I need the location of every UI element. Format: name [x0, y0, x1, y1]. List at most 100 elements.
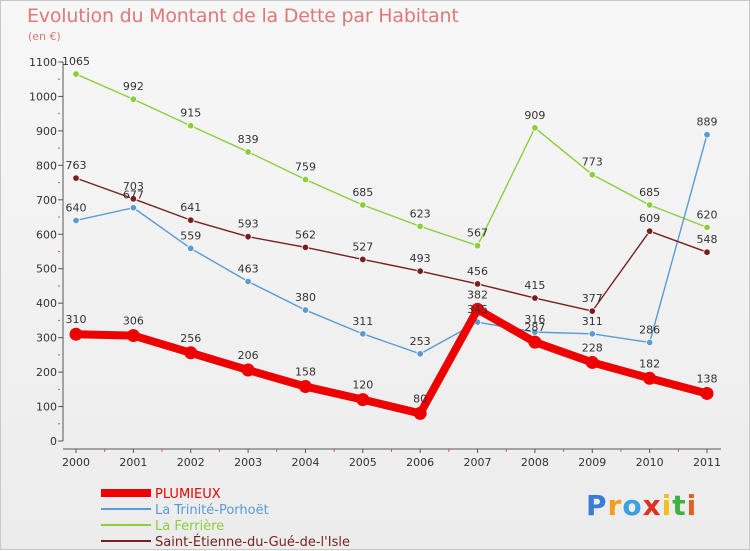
x-tick-label: 2007: [464, 456, 492, 469]
data-label: 463: [238, 262, 259, 275]
data-point: [301, 306, 310, 314]
data-label: 992: [123, 80, 144, 93]
data-label: 377: [582, 292, 603, 305]
y-tick-label: 100: [36, 401, 57, 414]
data-label: 228: [582, 341, 603, 354]
data-label: 253: [410, 335, 431, 348]
legend-label: La Trinité-Porhoët: [155, 503, 269, 518]
data-point: [413, 406, 427, 420]
x-tick-label: 2004: [291, 456, 319, 469]
data-point: [416, 267, 424, 275]
data-label: 286: [639, 323, 660, 336]
data-point: [588, 307, 596, 315]
data-label: 415: [524, 279, 545, 292]
data-point: [703, 223, 711, 232]
series-line: [75, 133, 708, 355]
data-point: [298, 380, 312, 394]
y-tick-label: 600: [36, 228, 57, 241]
data-point: [645, 338, 654, 347]
data-point: [359, 201, 367, 209]
data-point: [528, 335, 542, 349]
data-label: 641: [180, 201, 201, 214]
series-line: [72, 305, 711, 418]
data-point: [471, 302, 485, 316]
data-label: 345: [467, 303, 488, 316]
data-point: [531, 124, 539, 132]
data-label: 493: [410, 252, 431, 265]
data-label: 703: [123, 180, 144, 193]
x-tick-label: 2003: [234, 456, 262, 469]
x-tick-label: 2000: [62, 456, 90, 469]
data-label: 773: [582, 156, 603, 169]
chart-subtitle: (en €): [28, 30, 61, 43]
logo-letter: i: [686, 489, 698, 522]
data-point: [473, 241, 482, 250]
logo-letter: i: [661, 489, 673, 522]
data-point: [531, 328, 539, 336]
data-label: 287: [524, 321, 545, 334]
data-label: 759: [295, 160, 316, 173]
data-point: [531, 294, 539, 302]
data-point: [645, 201, 654, 209]
data-label: 593: [238, 218, 259, 231]
data-label: 306: [123, 315, 144, 328]
data-point: [588, 330, 596, 338]
data-label: 120: [352, 379, 373, 392]
y-tick-label: 200: [36, 366, 57, 379]
data-label: 206: [238, 349, 259, 362]
data-point: [473, 280, 482, 288]
axes: 0 100 200 300 400 500 600 700 800 900 1000 1100 2000…: [29, 56, 721, 469]
data-point: [72, 70, 80, 78]
data-label: 640: [66, 201, 87, 214]
y-tick-label: 1000: [29, 90, 57, 103]
series-line: [75, 73, 708, 247]
data-point: [359, 255, 367, 264]
x-tick-label: 2010: [636, 456, 664, 469]
data-label: 1065: [62, 55, 90, 68]
logo-letter: o: [622, 489, 643, 522]
data-label: 158: [295, 366, 316, 379]
data-point: [359, 330, 367, 338]
chart-title: Evolution du Montant de la Dette par Hab…: [27, 5, 459, 27]
y-tick-label: 900: [36, 125, 57, 138]
legend-label: PLUMIEUX: [155, 487, 221, 502]
data-point: [416, 350, 424, 358]
legend-label: Saint-Étienne-du-Gué-de-l'Isle: [155, 534, 350, 550]
data-label: 548: [697, 233, 718, 246]
data-point: [703, 248, 711, 256]
x-tick-label: 2011: [693, 456, 721, 469]
plot-area: 310 306 256 206 158 120 80 382 287 228 182 138 640 67…: [62, 55, 718, 420]
series-line: [75, 177, 708, 312]
data-label: 685: [639, 186, 660, 199]
data-point: [356, 393, 370, 407]
data-point: [301, 243, 310, 252]
data-label: 677: [123, 189, 144, 202]
data-label: 915: [180, 107, 201, 120]
data-label: 380: [295, 291, 316, 304]
data-label: 182: [639, 357, 660, 370]
data-label: 839: [238, 133, 259, 146]
legend-label: La Ferrière: [155, 519, 224, 534]
x-tick-label: 2008: [521, 456, 549, 469]
data-point: [301, 175, 310, 184]
data-label: 567: [467, 227, 488, 240]
data-point: [416, 222, 424, 231]
x-tick-label: 2005: [349, 456, 377, 469]
data-label: 623: [410, 207, 431, 220]
data-point: [241, 363, 255, 377]
data-label: 609: [639, 212, 660, 225]
data-point: [585, 355, 599, 369]
data-label: 311: [352, 315, 373, 328]
data-label: 80: [413, 392, 427, 405]
data-point: [69, 327, 83, 341]
x-tick-label: 2001: [119, 456, 147, 469]
data-point: [244, 148, 252, 156]
data-point: [187, 216, 195, 224]
data-label: 527: [352, 240, 373, 253]
data-point: [129, 195, 138, 203]
data-point: [129, 95, 138, 103]
data-point: [588, 170, 596, 179]
